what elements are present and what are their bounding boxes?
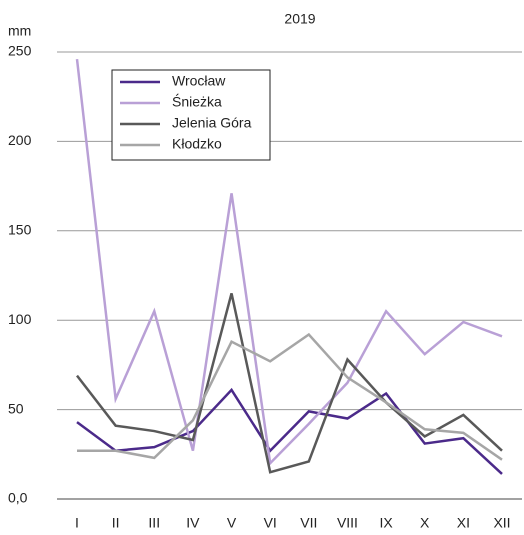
x-tick-label: X	[420, 515, 430, 531]
y-tick-label: 250	[8, 43, 32, 59]
y-tick-label: 200	[8, 132, 32, 148]
x-tick-label: III	[148, 515, 160, 531]
y-tick-label: 0,0	[8, 490, 28, 506]
x-tick-label: VII	[300, 515, 317, 531]
x-tick-label: XI	[457, 515, 470, 531]
legend-label: Śnieżka	[172, 93, 222, 110]
x-tick-label: VIII	[337, 515, 358, 531]
y-tick-label: 150	[8, 222, 32, 238]
x-tick-label: V	[227, 515, 237, 531]
chart-title: 2019	[284, 11, 315, 27]
series-line	[76, 293, 503, 474]
legend-label: Kłodzko	[172, 136, 222, 152]
y-tick-label: 50	[8, 400, 24, 416]
series-line	[77, 332, 503, 461]
series-line	[75, 59, 503, 466]
y-tick-label: 100	[8, 311, 32, 327]
legend-label: Wrocław	[172, 73, 226, 89]
x-tick-label: IV	[186, 515, 200, 531]
x-tick-label: IX	[379, 515, 393, 531]
x-tick-label: I	[75, 515, 79, 531]
x-tick-label: II	[112, 515, 120, 531]
series-line	[76, 387, 503, 475]
legend-label: Jelenia Góra	[172, 115, 252, 131]
y-axis-label: mm	[8, 23, 31, 39]
x-tick-label: XII	[493, 515, 510, 531]
x-tick-label: VI	[264, 515, 277, 531]
